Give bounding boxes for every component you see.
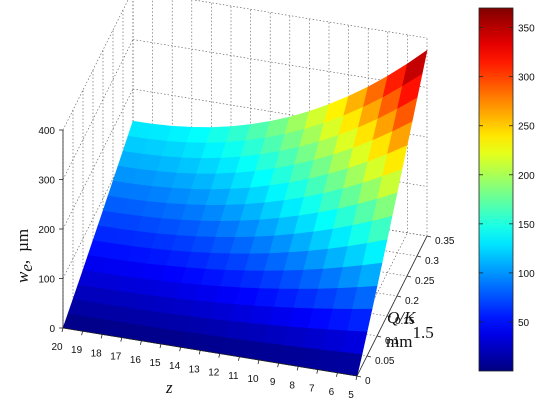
y-tick-mark: [356, 375, 362, 378]
x-tick-label: 8: [289, 380, 295, 391]
x-tick-mark: [316, 369, 319, 374]
x-tick-mark: [100, 334, 103, 339]
x-tick-label: 11: [228, 371, 239, 382]
z-tick-label: 400: [38, 126, 55, 137]
colorbar-tick-label: 350: [518, 24, 535, 35]
y-tick-label: 0: [365, 376, 371, 387]
z-axis-label-sep: ,: [13, 260, 32, 264]
x-tick-mark: [277, 363, 279, 368]
colorbar-tick-label: 100: [518, 269, 535, 280]
z-tick-label: 100: [38, 275, 55, 286]
y-tick-label: 0.1: [385, 336, 399, 347]
y-tick-label: 0.25: [415, 276, 435, 287]
y-tick-mark: [366, 355, 372, 358]
z-tick-label: 300: [38, 176, 55, 187]
grid-line: [132, 88, 428, 138]
x-tick-mark: [257, 359, 260, 365]
x-tick-mark: [355, 375, 358, 381]
colorbar: 50 100 150 200 250 300 350: [478, 7, 535, 372]
z-tick-label: 200: [38, 225, 55, 236]
x-tick-mark: [198, 350, 201, 355]
x-tick-mark: [120, 337, 123, 342]
x-tick-mark: [179, 347, 181, 352]
grid-line: [192, 0, 428, 39]
colorbar-tick-label: 200: [518, 171, 535, 182]
x-tick-mark: [159, 343, 162, 349]
y-tick-label: 0.05: [375, 356, 395, 367]
y-tick-label: 0.15: [395, 316, 415, 327]
grid-line: [62, 39, 134, 180]
x-tick-label: 18: [91, 348, 103, 359]
y-tick-mark: [386, 315, 392, 318]
x-axis-label: z: [165, 378, 173, 397]
chart-axes: 20 19 18 17 16 15 14 13 12 11 10 9 8 7 6 500.050.10.150…: [38, 126, 455, 401]
x-tick-label: 10: [247, 374, 259, 385]
x-tick-label: 14: [169, 361, 181, 372]
x-tick-label: 9: [270, 377, 276, 388]
y-tick-label: 0.3: [425, 256, 439, 267]
x-tick-label: 13: [189, 364, 201, 375]
grid-line: [62, 88, 134, 230]
x-tick-label: 20: [51, 342, 63, 353]
x-tick-mark: [81, 331, 83, 336]
y-tick-label: 0.35: [435, 236, 455, 247]
x-tick-mark: [296, 366, 299, 371]
x-axis-line: [62, 327, 358, 377]
grid-line: [132, 39, 428, 88]
y-axis-label-unit-group: mm1.5: [386, 323, 434, 351]
y-tick-mark: [416, 255, 422, 258]
colorbar-tick-label: 250: [518, 122, 535, 133]
x-tick-mark: [61, 327, 64, 333]
x-tick-label: 12: [208, 368, 220, 379]
y-tick-label: 0.2: [405, 296, 419, 307]
x-tick-label: 7: [309, 384, 315, 395]
z-axis-label: we, µm: [13, 229, 36, 283]
colorbar-tick-label: 50: [518, 318, 530, 329]
z-axis-label-sub: e: [17, 264, 36, 272]
y-axis-label-main: Q/K: [387, 308, 417, 327]
x-tick-label: 16: [130, 355, 142, 366]
y-tick-mark: [426, 235, 432, 238]
axis-labels: z we, µm Q/K mm1.5: [13, 229, 434, 397]
x-tick-mark: [140, 340, 142, 345]
y-axis-line: [356, 235, 428, 377]
colorbar-gradient: [478, 7, 514, 372]
z-axis-label-unit: µm: [13, 229, 32, 252]
surface-plot: [62, 49, 428, 377]
z-axis-label-main: w: [13, 271, 32, 283]
colorbar-tick-label: 300: [518, 73, 535, 84]
x-tick-label: 15: [149, 358, 161, 369]
x-tick-label: 19: [71, 345, 83, 356]
y-tick-mark: [406, 275, 412, 278]
x-tick-label: 17: [110, 352, 122, 363]
x-tick-mark: [218, 353, 221, 358]
x-tick-mark: [238, 356, 240, 361]
colorbar-tick-label: 150: [518, 220, 535, 231]
y-axis-label-exp: 1.5: [412, 323, 433, 342]
x-tick-label: 6: [329, 387, 335, 398]
y-axis-label-unit: mm: [386, 332, 412, 351]
y-tick-mark: [396, 295, 402, 298]
grid-line: [62, 0, 129, 131]
x-tick-mark: [336, 372, 338, 377]
x-tick-label: 5: [348, 390, 354, 401]
y-tick-mark: [376, 335, 382, 338]
z-tick-label: 0: [49, 324, 55, 335]
